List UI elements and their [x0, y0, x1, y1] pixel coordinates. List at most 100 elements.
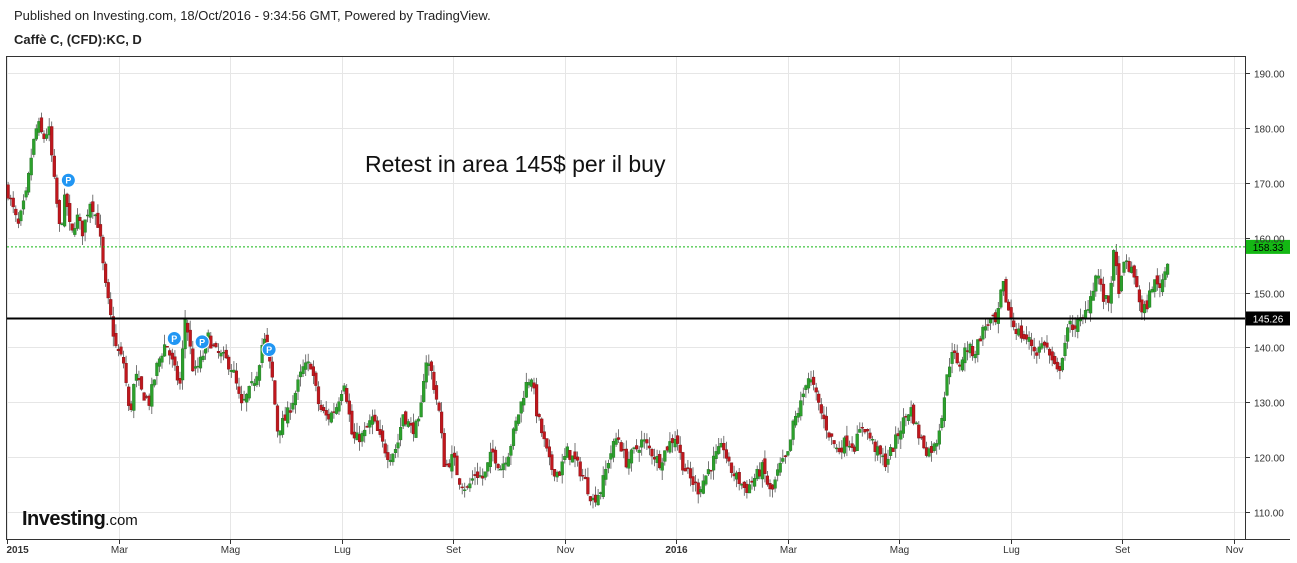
candle-down	[350, 410, 354, 435]
candle-up	[160, 355, 164, 363]
candle-down	[727, 456, 731, 462]
candle-up	[422, 381, 426, 402]
candle-down	[447, 463, 451, 468]
candle-down	[722, 443, 726, 451]
candle-down	[224, 349, 228, 359]
candle-up	[301, 366, 305, 375]
candle-down	[383, 443, 387, 454]
candle-up	[281, 418, 285, 435]
candle-up	[93, 214, 97, 217]
candle-up	[399, 427, 403, 441]
candle-up	[529, 379, 533, 387]
candle-down	[1155, 275, 1159, 285]
candle-down	[186, 322, 190, 333]
candle-up	[517, 414, 521, 424]
candle-down	[465, 486, 469, 488]
candle-down	[227, 356, 231, 370]
candle-down	[576, 456, 580, 461]
candle-up	[509, 446, 513, 456]
candle-down	[827, 432, 831, 438]
candle-down	[455, 455, 459, 476]
candle-down	[917, 424, 921, 439]
candle-up	[85, 214, 90, 217]
candle-down	[316, 386, 321, 405]
x-tick-label: Lug	[1003, 545, 1020, 556]
published-caption: Published on Investing.com, 18/Oct/2016 …	[14, 8, 491, 23]
candle-up	[606, 463, 610, 469]
marker-badge	[261, 341, 277, 357]
x-axis: 2015 Mar Mag Lug Set Nov 2016 Mar Mag Lug Set Nov	[7, 539, 1243, 556]
candle-up	[801, 393, 805, 398]
candle-down	[434, 385, 439, 400]
candle-up	[960, 359, 964, 371]
candle-down	[540, 418, 544, 434]
candle-down	[573, 451, 577, 460]
candle-up	[293, 392, 297, 406]
candle-down	[98, 224, 103, 237]
candle-down	[619, 442, 623, 452]
grid-lines	[7, 57, 1245, 539]
candle-down	[1055, 361, 1059, 370]
candle-up	[950, 352, 954, 364]
candle-up	[706, 469, 710, 475]
candle-down	[1140, 299, 1144, 313]
candle-down	[322, 407, 326, 411]
candle-down	[930, 446, 934, 453]
candle-down	[545, 438, 549, 449]
candle-down	[137, 378, 141, 381]
candle-down	[273, 380, 277, 405]
candle-up	[1017, 328, 1021, 336]
candle-up	[611, 441, 616, 458]
candle-down	[1099, 278, 1103, 285]
candle-down	[11, 197, 15, 208]
y-tick-label: 170.00	[1254, 180, 1285, 191]
candle-up	[1091, 290, 1095, 301]
candle-up	[609, 453, 613, 460]
x-tick-label: Nov	[557, 545, 575, 556]
y-tick-label: 140.00	[1254, 344, 1285, 355]
candle-up	[886, 458, 890, 465]
candle-up	[796, 413, 800, 418]
candle-down	[817, 393, 821, 403]
candle-down	[853, 446, 857, 452]
candle-down	[994, 312, 998, 323]
candle-up	[162, 344, 167, 357]
candle-up	[340, 394, 344, 401]
candle-down	[1132, 265, 1136, 278]
candle-down	[814, 387, 818, 393]
candle-down	[381, 430, 385, 442]
candle-down	[70, 223, 74, 231]
candle-down	[586, 477, 590, 495]
candle-up	[591, 497, 595, 501]
candle-up	[450, 454, 454, 472]
candle-up	[640, 439, 644, 448]
last-price-tag	[1246, 239, 1290, 254]
candle-down	[850, 443, 854, 448]
candle-up	[368, 420, 372, 428]
candle-up	[1076, 319, 1080, 332]
candle-down	[1019, 325, 1023, 339]
candle-down	[588, 496, 592, 502]
x-tick-label: Mag	[890, 545, 909, 556]
candle-up	[1063, 342, 1067, 357]
candle-up	[83, 219, 87, 233]
candle-up	[391, 453, 395, 463]
candle-down	[173, 356, 177, 366]
candle-down	[986, 324, 990, 326]
candle-up	[488, 451, 492, 468]
candle-up	[417, 418, 421, 422]
candle-down	[978, 338, 982, 342]
candle-down	[191, 348, 195, 372]
candle-down	[830, 433, 834, 437]
candle-up	[1088, 296, 1093, 314]
candle-up	[363, 429, 367, 437]
logo-brand: Investing	[22, 508, 106, 530]
candle-down	[768, 483, 772, 490]
candle-up	[419, 402, 423, 418]
candle-up	[388, 459, 392, 462]
candle-up	[699, 489, 703, 493]
x-tick-label: 2016	[665, 545, 688, 556]
x-tick-label: Lug	[334, 545, 351, 556]
candle-down	[6, 184, 10, 199]
